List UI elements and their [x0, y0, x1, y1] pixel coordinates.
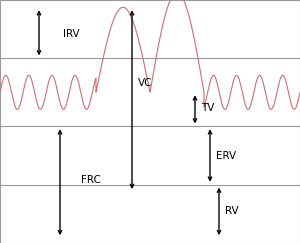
- Text: FRC: FRC: [81, 175, 101, 185]
- Text: IRV: IRV: [63, 29, 80, 39]
- Text: RV: RV: [225, 206, 238, 217]
- Text: ERV: ERV: [216, 150, 236, 161]
- Text: TV: TV: [201, 103, 214, 113]
- Text: VC: VC: [138, 78, 152, 88]
